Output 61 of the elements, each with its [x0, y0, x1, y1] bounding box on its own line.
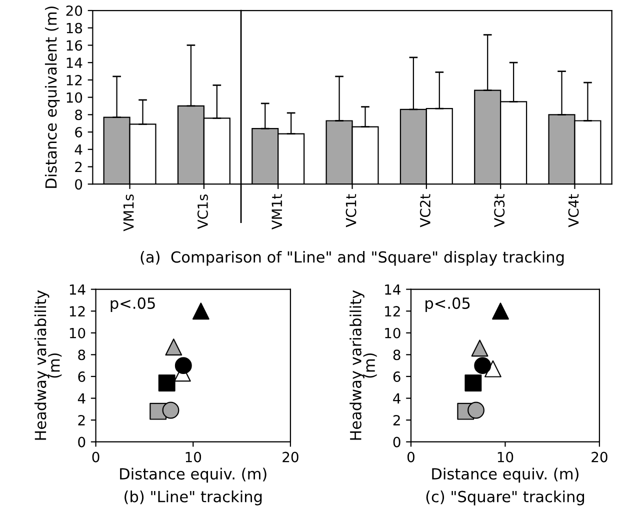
annotation: p<.05: [426, 297, 470, 312]
y-tick-label: 8: [78, 350, 86, 360]
y-tick-label: 12: [66, 74, 82, 86]
y-tick-label: 16: [66, 40, 82, 51]
point: [492, 302, 509, 320]
x-tick-label: 0: [407, 452, 414, 462]
y-tick-label: 0: [393, 436, 400, 448]
y-tick-label: 2: [393, 415, 400, 426]
y-tick-label: 14: [70, 284, 86, 295]
y-tick-label: 6: [75, 126, 82, 138]
text: (b) "Line" tracking: [124, 490, 262, 506]
x-tick-label: VC3t: [494, 194, 505, 228]
x-axis-title: Distance equiv. (m): [120, 468, 266, 483]
y-tick-label: 4: [78, 393, 86, 404]
y-tick-label: 20: [66, 5, 82, 16]
y-axis-title: Headway variability (m): [34, 290, 62, 440]
x-tick-label: VC4t: [568, 194, 579, 228]
y-tick-label: 10: [70, 328, 86, 338]
x-tick-label: 20: [592, 452, 608, 462]
y-tick-label: 12: [70, 306, 85, 316]
x-tick-label: VC1s: [197, 194, 208, 229]
y-tick-label: 0: [75, 179, 82, 190]
y-tick-label: 8: [75, 110, 82, 120]
y-axis-title: Distance equivalent (m): [44, 6, 60, 188]
y-tick-label: 12: [385, 306, 400, 316]
x-tick-label: VC1t: [346, 194, 356, 228]
x-tick-label: 10: [498, 452, 514, 462]
y-tick-label: 14: [385, 284, 400, 295]
point: [474, 357, 492, 374]
x-tick-label: VM1t: [272, 194, 282, 230]
text: (c) "Square" tracking: [426, 490, 584, 506]
point: [192, 302, 210, 320]
point: [162, 402, 180, 419]
y-tick-label: 0: [78, 436, 86, 448]
point: [468, 402, 484, 419]
point: [174, 357, 192, 374]
y-tick-label: 10: [385, 328, 400, 338]
x-tick-label: 10: [186, 452, 202, 462]
y-tick-label: 14: [66, 58, 82, 68]
y-tick-label: 6: [78, 371, 86, 382]
y-tick-label: 4: [74, 144, 82, 155]
y-tick-label: 2: [78, 415, 85, 426]
point: [165, 338, 182, 356]
point: [484, 360, 502, 378]
y-tick-label: 2: [75, 162, 82, 172]
y-tick-label: 4: [393, 393, 400, 404]
point: [471, 340, 488, 357]
y-tick-label: 18: [66, 22, 82, 34]
y-tick-label: 10: [66, 92, 82, 103]
x-tick-label: VC2t: [420, 194, 430, 228]
x-tick-label: 0: [92, 452, 100, 462]
x-tick-label: VM1s: [123, 194, 134, 232]
point: [158, 374, 176, 392]
y-tick-label: 6: [393, 371, 400, 382]
annotation: p<.05: [110, 297, 155, 312]
y-axis-title: Headway variability (m): [350, 290, 377, 440]
text: (a) Comparison of "Line" and "Square" display tracking: [140, 250, 564, 266]
point: [464, 374, 482, 392]
x-axis-title: Distance equiv. (m): [432, 468, 578, 483]
x-tick-label: 20: [282, 452, 298, 462]
y-tick-label: 8: [393, 350, 400, 360]
